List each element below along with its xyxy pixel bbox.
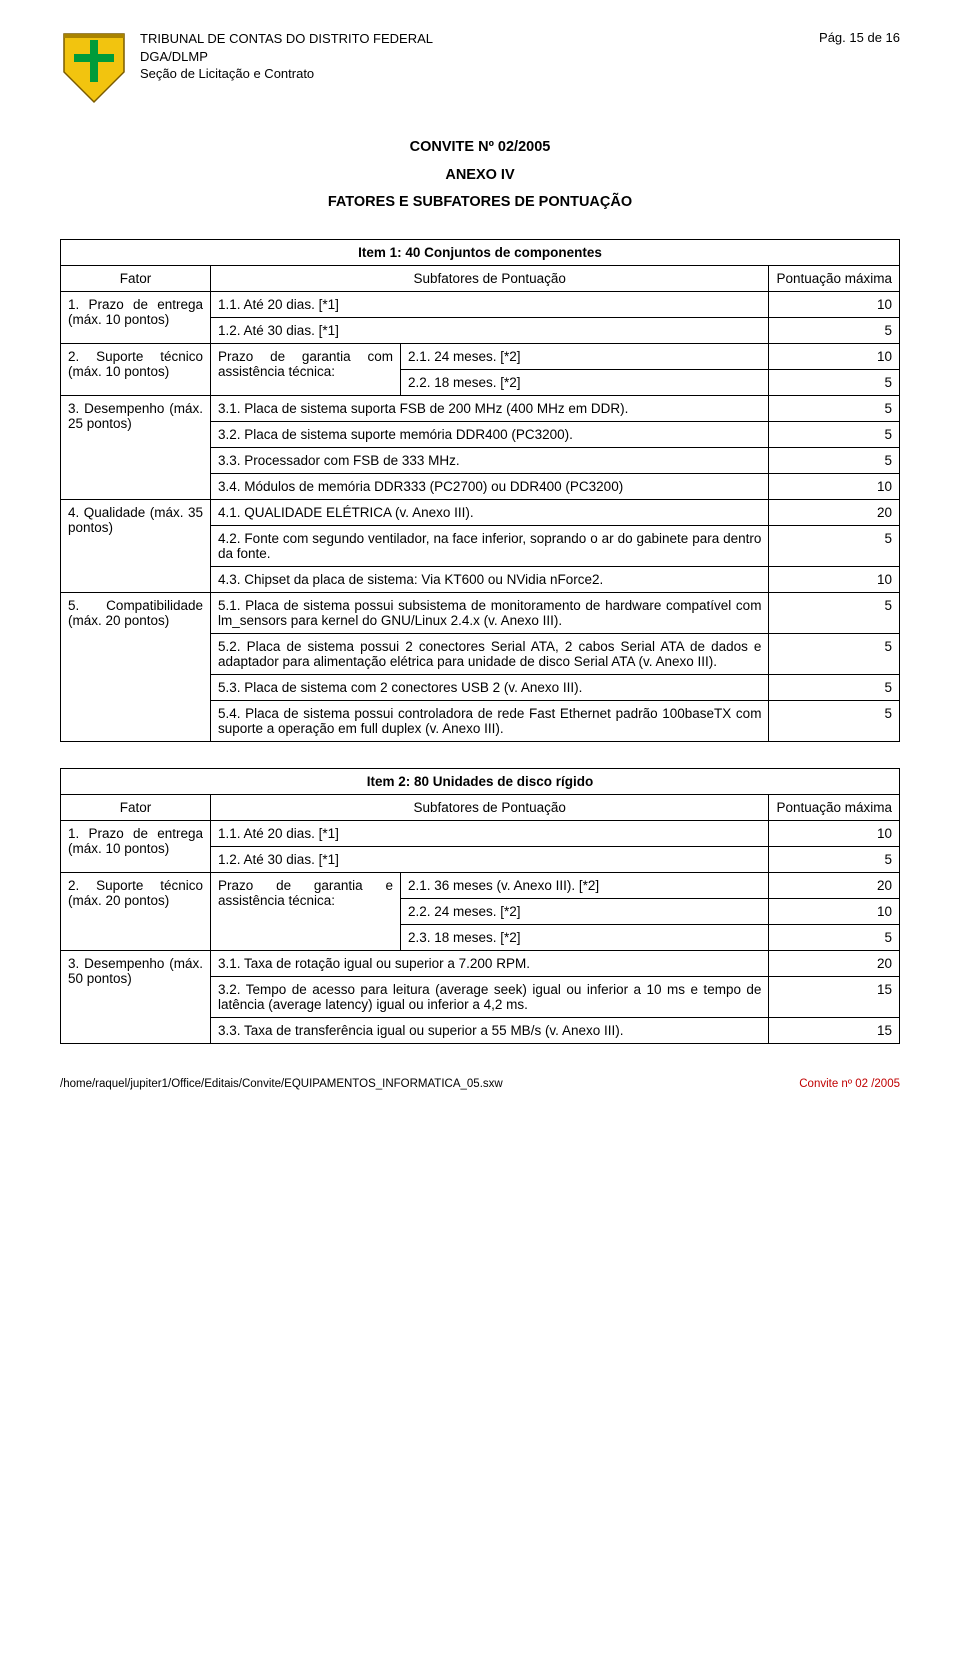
col-subfatores: Subfatores de Pontuação: [211, 265, 769, 291]
score-4-2: 5: [769, 525, 900, 566]
title-line2: ANEXO IV: [60, 162, 900, 190]
col-fator: Fator: [61, 794, 211, 820]
fator-4: 4. Qualidade (máx. 35 pontos): [61, 499, 211, 592]
sub-1-2: 1.2. Até 30 dias. [*1]: [211, 846, 769, 872]
table-row: 2. Suporte técnico (máx. 10 pontos) Praz…: [61, 343, 900, 369]
footer-reference: Convite nº 02 /2005: [799, 1078, 900, 1090]
table-row: 1. Prazo de entrega (máx. 10 pontos) 1.1…: [61, 820, 900, 846]
header-org-line3: Seção de Licitação e Contrato: [140, 65, 433, 83]
item1-header: Item 1: 40 Conjuntos de componentes: [61, 239, 900, 265]
header-org-line1: TRIBUNAL DE CONTAS DO DISTRITO FEDERAL: [140, 30, 433, 48]
fator-1: 1. Prazo de entrega (máx. 10 pontos): [61, 291, 211, 343]
table-row: 2. Suporte técnico (máx. 20 pontos) Praz…: [61, 872, 900, 898]
fator-3: 3. Desempenho (máx. 50 pontos): [61, 950, 211, 1043]
score-1-2: 5: [769, 317, 900, 343]
table-row: Item 1: 40 Conjuntos de componentes: [61, 239, 900, 265]
sub-4-3: 4.3. Chipset da placa de sistema: Via KT…: [211, 566, 769, 592]
score-5-4: 5: [769, 700, 900, 741]
score-4-3: 10: [769, 566, 900, 592]
sub-1-1: 1.1. Até 20 dias. [*1]: [211, 291, 769, 317]
table-row: Fator Subfatores de Pontuação Pontuação …: [61, 265, 900, 291]
sub-3-2: 3.2. Tempo de acesso para leitura (avera…: [211, 976, 769, 1017]
score-5-2: 5: [769, 633, 900, 674]
table-row: 3. Desempenho (máx. 25 pontos) 3.1. Plac…: [61, 395, 900, 421]
score-1-1: 10: [769, 291, 900, 317]
score-3-2: 15: [769, 976, 900, 1017]
fator-3: 3. Desempenho (máx. 25 pontos): [61, 395, 211, 499]
score-3-3: 15: [769, 1017, 900, 1043]
score-3-4: 10: [769, 473, 900, 499]
score-1-1: 10: [769, 820, 900, 846]
table-row: 3. Desempenho (máx. 50 pontos) 3.1. Taxa…: [61, 950, 900, 976]
sub-5-2: 5.2. Placa de sistema possui 2 conectore…: [211, 633, 769, 674]
col-fator: Fator: [61, 265, 211, 291]
score-3-3: 5: [769, 447, 900, 473]
table-row: 5. Compatibilidade (máx. 20 pontos) 5.1.…: [61, 592, 900, 633]
score-3-2: 5: [769, 421, 900, 447]
document-footer: /home/raquel/jupiter1/Office/Editais/Con…: [60, 1078, 900, 1090]
table-row: 1. Prazo de entrega (máx. 10 pontos) 1.1…: [61, 291, 900, 317]
score-4-1: 20: [769, 499, 900, 525]
col-subfatores: Subfatores de Pontuação: [211, 794, 769, 820]
document-title: CONVITE Nº 02/2005 ANEXO IV FATORES E SU…: [60, 134, 900, 217]
sub-2-2: 2.2. 24 meses. [*2]: [401, 898, 769, 924]
table-row: Fator Subfatores de Pontuação Pontuação …: [61, 794, 900, 820]
sub-2-1: 2.1. 24 meses. [*2]: [401, 343, 769, 369]
col-pontuacao: Pontuação máxima: [769, 265, 900, 291]
sub-3-1: 3.1. Placa de sistema suporta FSB de 200…: [211, 395, 769, 421]
sub-5-1: 5.1. Placa de sistema possui subsistema …: [211, 592, 769, 633]
score-1-2: 5: [769, 846, 900, 872]
sub-5-4: 5.4. Placa de sistema possui controlador…: [211, 700, 769, 741]
sub-3-3: 3.3. Processador com FSB de 333 MHz.: [211, 447, 769, 473]
sub-2-1: 2.1. 36 meses (v. Anexo III). [*2]: [401, 872, 769, 898]
item2-header: Item 2: 80 Unidades de disco rígido: [61, 768, 900, 794]
sub-2-3: 2.3. 18 meses. [*2]: [401, 924, 769, 950]
table-row: 4. Qualidade (máx. 35 pontos) 4.1. QUALI…: [61, 499, 900, 525]
title-line1: CONVITE Nº 02/2005: [60, 134, 900, 162]
score-3-1: 20: [769, 950, 900, 976]
footer-file-path: /home/raquel/jupiter1/Office/Editais/Con…: [60, 1078, 503, 1090]
sub-2-pre: Prazo de garantia com assistência técnic…: [211, 343, 401, 395]
title-line3: FATORES E SUBFATORES DE PONTUAÇÃO: [60, 189, 900, 217]
score-5-3: 5: [769, 674, 900, 700]
sub-5-3: 5.3. Placa de sistema com 2 conectores U…: [211, 674, 769, 700]
sub-3-1: 3.1. Taxa de rotação igual ou superior a…: [211, 950, 769, 976]
fator-5: 5. Compatibilidade (máx. 20 pontos): [61, 592, 211, 741]
document-header: TRIBUNAL DE CONTAS DO DISTRITO FEDERAL D…: [60, 30, 900, 104]
score-2-2: 10: [769, 898, 900, 924]
sub-4-1: 4.1. QUALIDADE ELÉTRICA (v. Anexo III).: [211, 499, 769, 525]
fator-2: 2. Suporte técnico (máx. 10 pontos): [61, 343, 211, 395]
fator-2: 2. Suporte técnico (máx. 20 pontos): [61, 872, 211, 950]
score-2-3: 5: [769, 924, 900, 950]
page-number: Pág. 15 de 16: [819, 30, 900, 45]
sub-1-1: 1.1. Até 20 dias. [*1]: [211, 820, 769, 846]
table-row: Item 2: 80 Unidades de disco rígido: [61, 768, 900, 794]
col-pontuacao: Pontuação máxima: [769, 794, 900, 820]
table-item2: Item 2: 80 Unidades de disco rígido Fato…: [60, 768, 900, 1044]
score-2-1: 20: [769, 872, 900, 898]
header-org-line2: DGA/DLMP: [140, 48, 433, 66]
score-2-2: 5: [769, 369, 900, 395]
header-org-block: TRIBUNAL DE CONTAS DO DISTRITO FEDERAL D…: [140, 30, 433, 83]
sub-3-2: 3.2. Placa de sistema suporte memória DD…: [211, 421, 769, 447]
fator-1: 1. Prazo de entrega (máx. 10 pontos): [61, 820, 211, 872]
sub-3-4: 3.4. Módulos de memória DDR333 (PC2700) …: [211, 473, 769, 499]
sub-2-2: 2.2. 18 meses. [*2]: [401, 369, 769, 395]
table-item1: Item 1: 40 Conjuntos de componentes Fato…: [60, 239, 900, 742]
sub-4-2: 4.2. Fonte com segundo ventilador, na fa…: [211, 525, 769, 566]
score-5-1: 5: [769, 592, 900, 633]
sub-3-3: 3.3. Taxa de transferência igual ou supe…: [211, 1017, 769, 1043]
score-3-1: 5: [769, 395, 900, 421]
sub-1-2: 1.2. Até 30 dias. [*1]: [211, 317, 769, 343]
sub-2-pre: Prazo de garantia e assistência técnica:: [211, 872, 401, 950]
tcdf-logo-icon: [60, 30, 128, 104]
score-2-1: 10: [769, 343, 900, 369]
